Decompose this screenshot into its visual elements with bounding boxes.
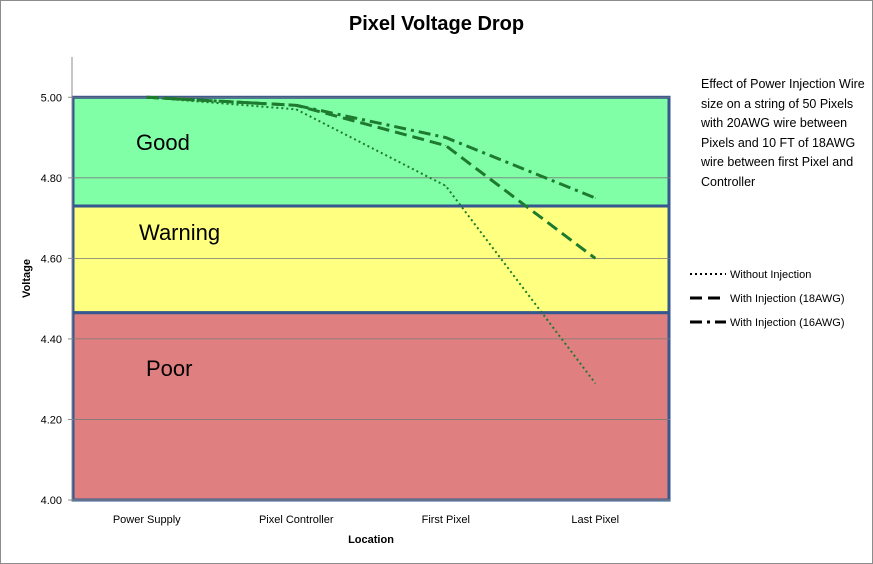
- data-point: [295, 104, 297, 106]
- x-tick-label: Last Pixel: [571, 514, 619, 526]
- data-point: [445, 145, 447, 147]
- zone-poor: [71, 311, 671, 502]
- data-point: [445, 137, 447, 139]
- y-tick-label: 4.40: [41, 334, 62, 346]
- y-axis-label: Voltage: [21, 259, 33, 298]
- legend-entry: Without Injection: [730, 269, 811, 281]
- zone-label: Warning: [139, 220, 220, 245]
- y-tick-label: 4.20: [41, 414, 62, 426]
- data-point: [445, 185, 447, 187]
- zone-label: Good: [136, 130, 190, 155]
- chart-annotation: Effect of Power Injection Wire size on a…: [701, 77, 865, 189]
- data-point: [146, 96, 148, 98]
- chart-title: Pixel Voltage Drop: [348, 13, 525, 35]
- legend-entry: With Injection (18AWG): [730, 293, 845, 305]
- zone-label: Poor: [146, 356, 192, 381]
- data-point: [594, 197, 596, 199]
- data-point: [594, 257, 596, 259]
- y-tick-label: 5.00: [41, 92, 62, 104]
- y-tick-label: 4.80: [41, 173, 62, 185]
- x-tick-label: Power Supply: [113, 514, 181, 526]
- y-tick-label: 4.60: [41, 253, 62, 265]
- x-axis-label: Location: [348, 534, 394, 546]
- series-line: [146, 96, 597, 384]
- y-tick-label: 4.00: [41, 495, 62, 507]
- data-point: [594, 382, 596, 384]
- x-tick-label: First Pixel: [422, 514, 470, 526]
- series-line: [146, 95, 596, 200]
- x-tick-label: Pixel Controller: [259, 514, 334, 526]
- legend-entry: With Injection (16AWG): [730, 317, 845, 329]
- data-point: [295, 108, 297, 110]
- series-line: [146, 95, 597, 260]
